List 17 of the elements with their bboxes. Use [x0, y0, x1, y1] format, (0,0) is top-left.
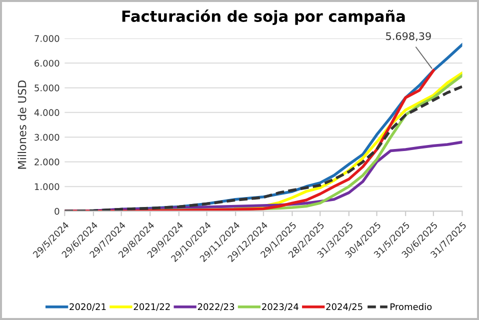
legend-label: 2021/22 [134, 303, 170, 311]
legend-label: 2020/21 [70, 303, 106, 311]
y-tick-label: 4.000 [34, 109, 60, 116]
y-tick-label: 2.000 [34, 158, 60, 166]
annotation: 5.698,39 [386, 32, 431, 42]
y-tick-label: 0 [54, 208, 60, 215]
legend-label: 2023/24 [262, 303, 298, 311]
legend-label: 2024/25 [326, 303, 362, 311]
legend-label: 2022/23 [198, 303, 234, 311]
y-tick-label: 5.000 [34, 84, 60, 92]
y-tick-label: 6.000 [34, 60, 60, 67]
legend-label: Promedio [390, 303, 432, 310]
y-tick-label: 3.000 [34, 134, 60, 141]
y-tick-label: 7.000 [34, 35, 60, 42]
chart-title: Facturación de soja por campaña [122, 10, 405, 26]
y-axis-title: Millones de USD [18, 80, 26, 169]
y-tick-label: 1.000 [34, 183, 60, 190]
